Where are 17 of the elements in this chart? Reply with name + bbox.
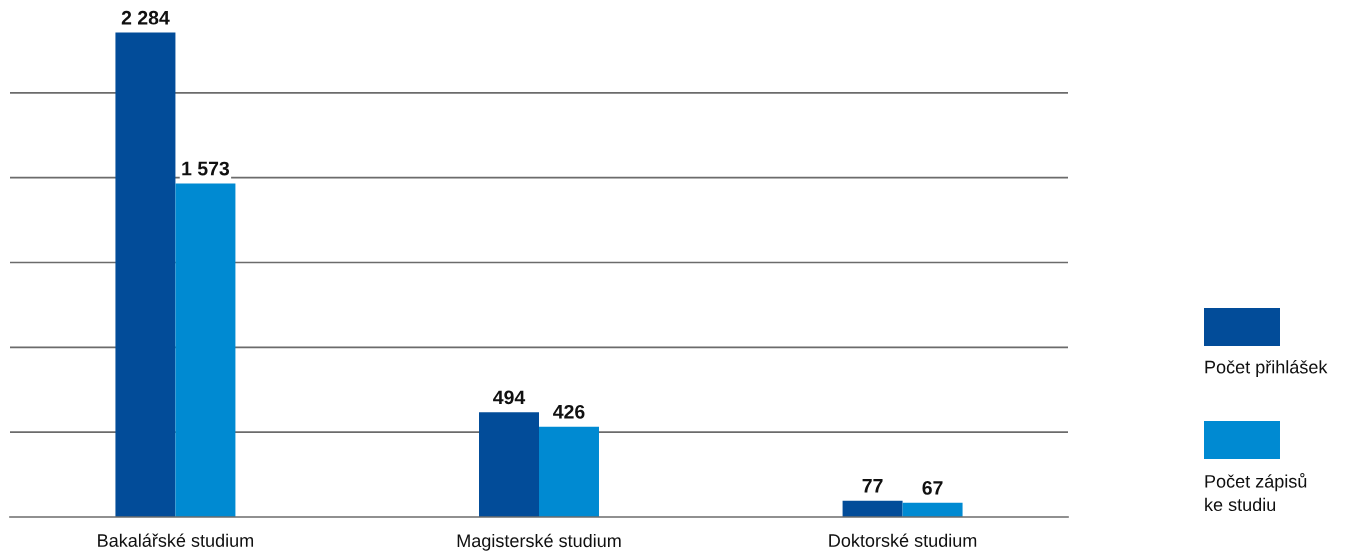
bar xyxy=(115,32,176,517)
data-label: 1 573 xyxy=(182,161,230,176)
bar xyxy=(539,426,599,517)
bar xyxy=(175,183,236,517)
legend-label: Počet zápisů ke studiu xyxy=(1205,473,1307,512)
bar xyxy=(479,412,539,517)
x-tick-label: Magisterské studium xyxy=(457,533,621,551)
data-label: 426 xyxy=(553,404,585,419)
data-label: 494 xyxy=(493,390,526,405)
data-label: 67 xyxy=(922,481,943,495)
x-tick-label: Bakalářské studium xyxy=(98,533,254,547)
legend-label: Počet přihlášek xyxy=(1205,360,1328,378)
data-label: 2 284 xyxy=(121,10,170,25)
data-label: 77 xyxy=(862,479,883,493)
bar xyxy=(842,500,903,517)
bar xyxy=(902,502,963,517)
x-tick-label: Doktorské studium xyxy=(829,533,977,547)
